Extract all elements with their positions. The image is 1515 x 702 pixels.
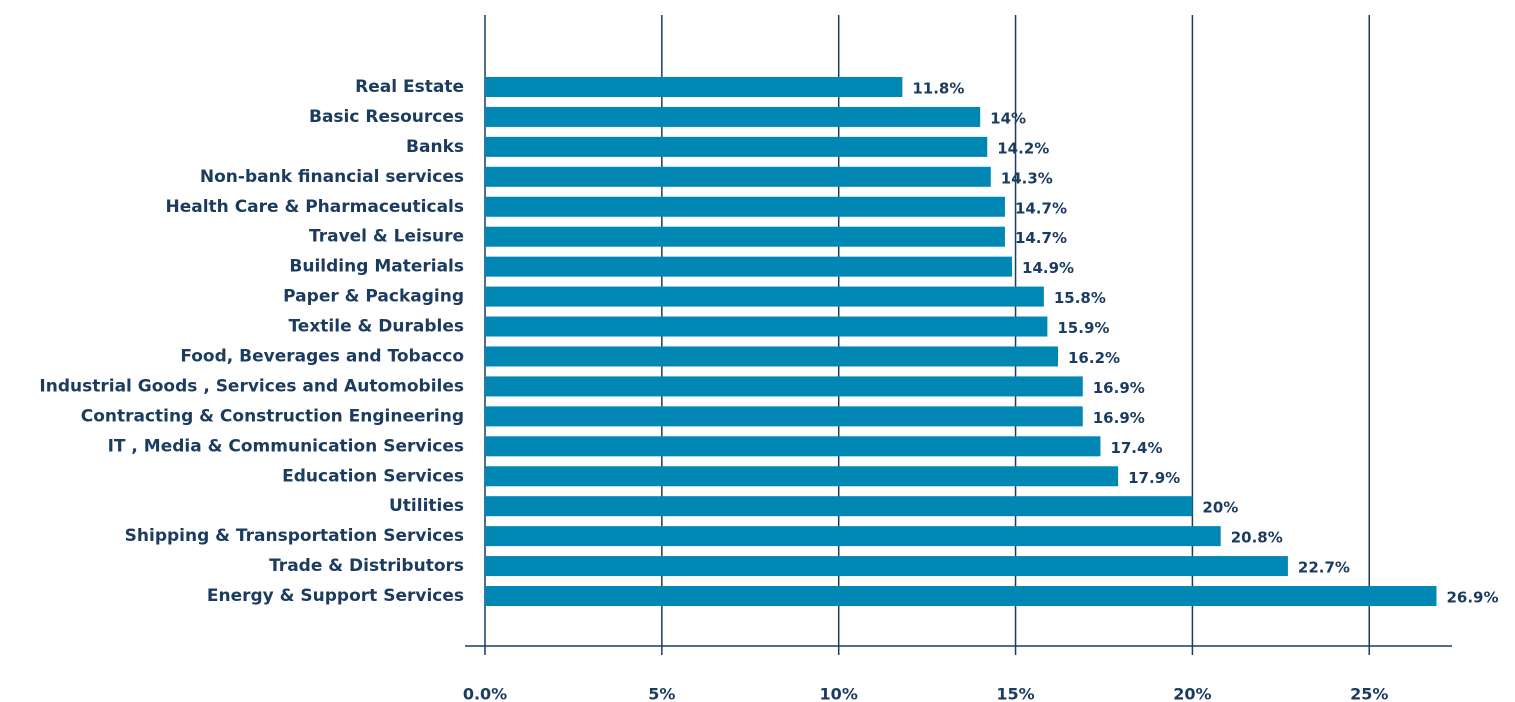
bar: [485, 346, 1058, 367]
bar: [485, 166, 991, 187]
value-label: 14.9%: [1022, 259, 1074, 277]
value-label: 20%: [1202, 499, 1238, 517]
bar: [485, 526, 1221, 547]
x-tick-label: 25%: [1350, 685, 1388, 702]
value-label: 16.9%: [1093, 409, 1145, 427]
y-tick-label: Travel & Leisure: [309, 227, 464, 247]
bar: [485, 466, 1119, 487]
value-label: 16.9%: [1093, 379, 1145, 397]
y-tick-label: Food, Beverages and Tobacco: [180, 346, 464, 366]
y-tick-label: Banks: [406, 137, 464, 157]
value-label: 16.2%: [1068, 349, 1120, 367]
y-tick-label: Energy & Support Services: [207, 586, 464, 606]
bar: [485, 406, 1083, 427]
value-label: 14.7%: [1015, 229, 1067, 247]
x-tick-label: 0.0%: [463, 685, 507, 702]
y-tick-label: Shipping & Transportation Services: [125, 526, 464, 546]
y-tick-label: IT , Media & Communication Services: [108, 436, 464, 456]
value-label: 17.9%: [1128, 469, 1180, 487]
bar: [485, 196, 1005, 217]
bar: [485, 496, 1193, 517]
y-tick-label: Contracting & Construction Engineering: [81, 406, 464, 426]
y-tick-label: Textile & Durables: [288, 317, 464, 337]
bar: [485, 136, 988, 157]
bar: [485, 106, 981, 127]
value-label: 14%: [990, 109, 1026, 127]
bar: [485, 556, 1288, 577]
value-label: 14.2%: [997, 139, 1049, 157]
bar: [485, 286, 1044, 307]
value-label: 15.9%: [1057, 319, 1109, 337]
y-tick-label: Utilities: [389, 496, 464, 516]
value-label: 26.9%: [1446, 589, 1498, 607]
x-tick-label: 5%: [648, 685, 675, 702]
y-tick-label: Basic Resources: [309, 107, 464, 127]
value-label: 22.7%: [1298, 559, 1350, 577]
y-tick-label: Paper & Packaging: [283, 287, 464, 307]
y-tick-label: Real Estate: [355, 77, 464, 97]
y-tick-label: Trade & Distributors: [269, 556, 464, 576]
y-tick-label: Education Services: [282, 466, 464, 486]
bar: [485, 436, 1101, 457]
bar: [485, 226, 1005, 247]
value-label: 14.7%: [1015, 199, 1067, 217]
bar: [485, 586, 1437, 607]
x-tick-label: 10%: [820, 685, 858, 702]
value-label: 20.8%: [1231, 529, 1283, 547]
value-label: 17.4%: [1110, 439, 1162, 457]
value-label: 11.8%: [912, 79, 964, 97]
y-tick-label: Building Materials: [289, 257, 464, 277]
value-label: 14.3%: [1001, 169, 1053, 187]
value-label: 15.8%: [1054, 289, 1106, 307]
bar: [485, 256, 1013, 277]
y-tick-label: Non-bank financial services: [200, 167, 464, 187]
x-tick-label: 15%: [996, 685, 1034, 702]
x-tick-label: 20%: [1173, 685, 1211, 702]
bar: [485, 76, 903, 97]
bar: [485, 316, 1048, 337]
bar: [485, 376, 1083, 397]
y-tick-label: Industrial Goods , Services and Automobi…: [39, 376, 464, 396]
y-tick-label: Health Care & Pharmaceuticals: [166, 197, 465, 217]
